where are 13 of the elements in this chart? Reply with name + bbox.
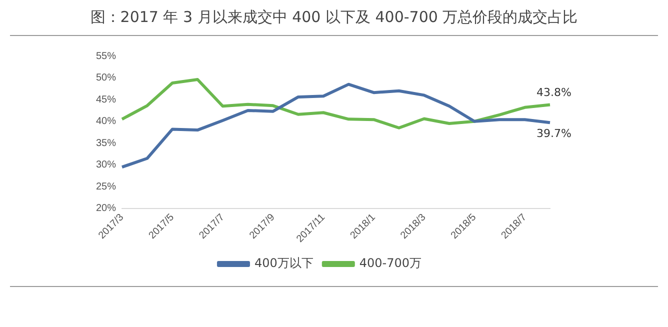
y-tick-label: 50% <box>96 72 116 84</box>
y-tick-label: 30% <box>96 160 116 171</box>
data-label: 39.7% <box>536 127 572 140</box>
legend-label: 400万以下 <box>254 256 314 270</box>
y-tick-label: 55% <box>96 50 116 62</box>
y-tick-label: 25% <box>96 181 116 192</box>
chart-title: 图：2017 年 3 月以来成交中 400 以下及 400-700 万总价段的成交占比 <box>89 8 579 27</box>
y-tick-label: 35% <box>96 138 116 149</box>
data-label: 43.8% <box>536 86 572 100</box>
y-tick-label: 20% <box>96 203 116 214</box>
legend-label: 400-700万 <box>359 256 422 270</box>
y-tick-label: 40% <box>96 116 116 128</box>
y-tick-label: 45% <box>96 94 116 106</box>
